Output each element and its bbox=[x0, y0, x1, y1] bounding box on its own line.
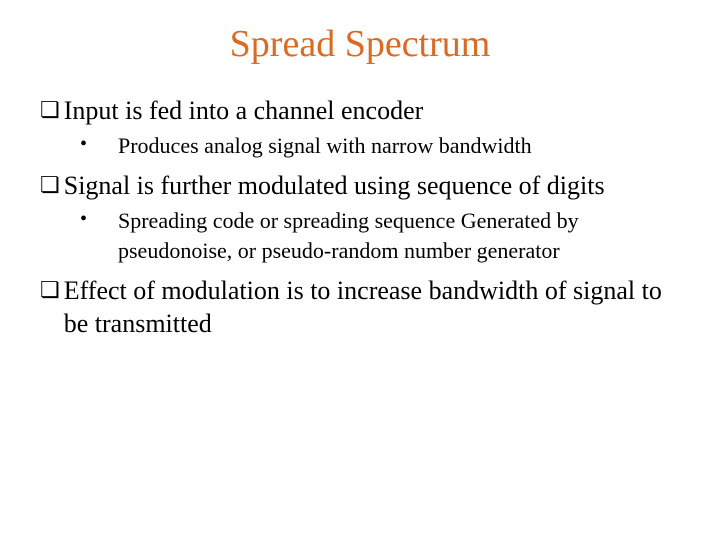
dot-bullet-icon: • bbox=[80, 131, 118, 158]
sub-bullet-text: Spreading code or spreading sequence Gen… bbox=[118, 206, 680, 265]
bullet-item: ❏ Effect of modulation is to increase ba… bbox=[40, 274, 680, 341]
sub-bullet-item: • Produces analog signal with narrow ban… bbox=[80, 131, 680, 161]
sub-bullet-item: • Spreading code or spreading sequence G… bbox=[80, 206, 680, 265]
bullet-text: Signal is further modulated using sequen… bbox=[64, 169, 680, 202]
bullet-text: Effect of modulation is to increase band… bbox=[64, 274, 680, 341]
sub-bullet-text: Produces analog signal with narrow bandw… bbox=[118, 131, 680, 161]
dot-bullet-icon: • bbox=[80, 206, 118, 233]
bullet-list: ❏ Input is fed into a channel encoder • … bbox=[40, 94, 680, 340]
bullet-item: ❏ Signal is further modulated using sequ… bbox=[40, 169, 680, 202]
square-bullet-icon: ❏ bbox=[40, 274, 60, 306]
square-bullet-icon: ❏ bbox=[40, 169, 60, 201]
slide-title: Spread Spectrum bbox=[40, 22, 680, 66]
bullet-item: ❏ Input is fed into a channel encoder bbox=[40, 94, 680, 127]
bullet-text: Input is fed into a channel encoder bbox=[64, 94, 680, 127]
square-bullet-icon: ❏ bbox=[40, 94, 60, 126]
